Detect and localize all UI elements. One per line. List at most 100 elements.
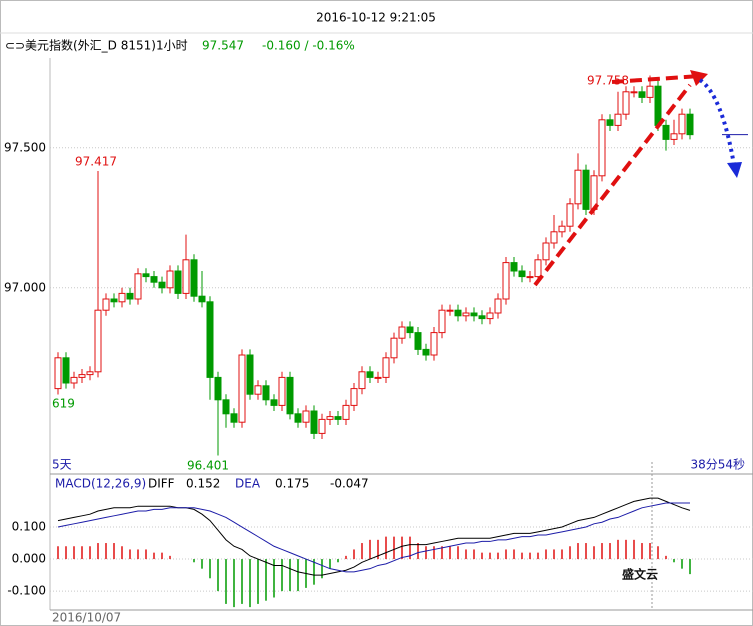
dea-value: 0.175 <box>275 477 309 491</box>
candle-body <box>614 113 622 126</box>
macd-line <box>57 502 690 573</box>
candle-body <box>414 332 422 350</box>
candle-body <box>182 259 190 294</box>
period-label: 5天 <box>52 458 72 472</box>
candle-body <box>334 416 342 420</box>
candle-body <box>374 376 382 379</box>
macd-line <box>57 497 691 576</box>
candle-body <box>478 315 486 320</box>
price: 97.547 <box>202 39 244 53</box>
candle-body <box>382 357 390 378</box>
candle-body <box>70 376 78 384</box>
candle-body <box>422 348 430 356</box>
candle-body <box>558 225 566 233</box>
candle-body <box>286 376 294 415</box>
candle-body <box>526 276 534 279</box>
candle-body <box>222 399 230 415</box>
candle-body <box>86 371 94 376</box>
candle-body <box>342 404 350 420</box>
candle-body <box>238 354 246 423</box>
candle-body <box>246 354 254 395</box>
candle-body <box>350 388 358 406</box>
forecast-arrow <box>698 78 736 166</box>
candle-body <box>510 262 518 272</box>
candle-body <box>302 410 310 423</box>
candle-body <box>662 124 670 140</box>
candle-body <box>686 113 694 136</box>
y-tick-label: 97.000 <box>4 280 46 294</box>
candle-body <box>566 203 574 227</box>
candle-body <box>230 413 238 423</box>
candle-body <box>278 376 286 406</box>
candle-body <box>542 242 550 261</box>
candle-body <box>54 357 62 390</box>
candle-body <box>142 273 150 278</box>
y-tick-label: 0.000 <box>12 552 46 566</box>
candle-body <box>438 309 446 334</box>
candle-body <box>198 295 206 303</box>
annotation: 97.417 <box>75 155 117 169</box>
annotation: 96.401 <box>187 459 229 473</box>
candle-body <box>190 259 198 297</box>
candle-body <box>502 262 510 300</box>
candle-body <box>118 292 126 303</box>
y-tick-label: 0.100 <box>12 520 46 534</box>
candle-body <box>206 301 214 378</box>
candle-body <box>262 385 270 401</box>
y-tick-label: 97.500 <box>4 140 46 154</box>
candle-body <box>174 270 182 294</box>
candle-body <box>462 312 470 317</box>
candle-body <box>126 292 134 300</box>
annotation: 97.758 <box>587 74 629 88</box>
y-tick-label: -0.100 <box>7 584 46 598</box>
timestamp: 2016-10-12 9:21:05 <box>316 11 436 25</box>
time-label: 38分54秒 <box>690 458 745 472</box>
candle-body <box>486 312 494 320</box>
icon: ⊂⊃ <box>5 39 25 53</box>
candle-body <box>134 273 142 300</box>
legend-diff: DIFF <box>148 477 175 491</box>
candle-body <box>214 376 222 401</box>
candle-body <box>646 85 654 98</box>
candle-body <box>102 298 110 311</box>
candle-body <box>598 119 606 177</box>
candle-body <box>406 326 414 334</box>
watermark: 盛文云 <box>622 567 658 582</box>
candle-body <box>454 309 462 317</box>
candle-body <box>550 231 558 244</box>
candle-body <box>310 410 318 434</box>
macd-value: -0.047 <box>330 477 369 491</box>
candle-body <box>294 413 302 423</box>
candle-body <box>582 169 590 210</box>
candle-body <box>94 309 102 373</box>
candle-body <box>390 337 398 359</box>
candle-body <box>358 371 366 390</box>
candle-body <box>326 416 334 420</box>
candle-body <box>254 385 262 395</box>
trend-arrow <box>533 83 692 287</box>
candle-body <box>166 270 174 289</box>
candle-body <box>398 326 406 339</box>
candle-body <box>270 399 278 406</box>
candle-body <box>518 270 526 278</box>
candle-body <box>494 298 502 314</box>
candle-body <box>534 259 542 278</box>
legend-dea: DEA <box>235 477 261 491</box>
trend-arrow <box>611 74 701 84</box>
candle-body <box>654 85 662 126</box>
candle-body <box>638 91 646 98</box>
candle-body <box>630 91 638 94</box>
candle-body <box>574 169 582 205</box>
arrow-head <box>690 70 708 86</box>
plot: 97.000 97.500 97.417 619 96.401 97.758 0.100 0.… <box>4 74 753 608</box>
candle-body <box>78 374 86 378</box>
instrument: 美元指数(外汇_D 8151)1小时 <box>25 38 188 53</box>
candle-body <box>150 276 158 283</box>
candle-body <box>606 119 614 126</box>
candle-body <box>62 357 70 384</box>
candle-body <box>366 371 374 378</box>
diff-value: 0.152 <box>186 477 220 491</box>
candle-body <box>446 309 454 312</box>
candle-body <box>622 91 630 115</box>
